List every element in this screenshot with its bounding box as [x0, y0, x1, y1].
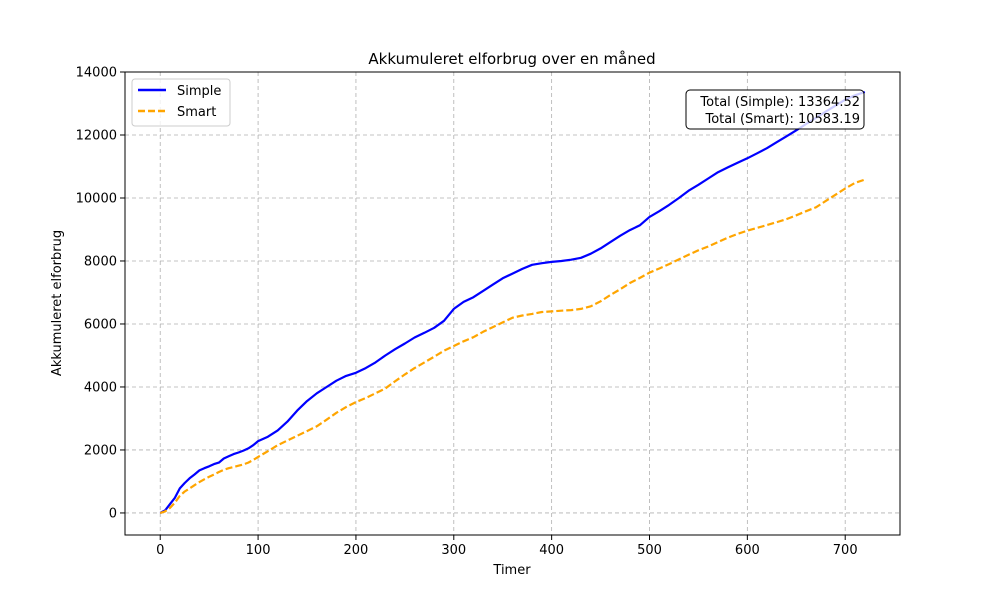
y-tick-label: 0	[109, 506, 117, 521]
chart-title: Akkumuleret elforbrug over en måned	[368, 50, 655, 68]
legend-label-smart: Smart	[177, 105, 216, 120]
y-tick-label: 12000	[76, 128, 117, 143]
x-tick-label: 600	[735, 543, 760, 558]
x-tick-label: 100	[246, 543, 271, 558]
total-simple-text: Total (Simple): 13364.52	[699, 95, 860, 110]
x-tick-label: 500	[637, 543, 662, 558]
series-line-smart	[159, 178, 866, 515]
y-tick-label: 6000	[84, 317, 117, 332]
grid-lines	[125, 71, 900, 535]
legend: Simple Smart	[131, 78, 231, 127]
x-axis-label: Timer	[492, 563, 531, 578]
x-tick-label: 400	[539, 543, 564, 558]
total-smart-text: Total (Smart): 10583.19	[704, 112, 860, 127]
y-tick-label: 2000	[84, 443, 117, 458]
series-line-simple	[159, 90, 866, 514]
axis-ticks: 0 100 200 300 400 500 600 700 0 2000 4000 6000 8000 1…	[76, 66, 858, 559]
y-axis-label: Akkumuleret elforbrug	[50, 230, 65, 376]
totals-box	[685, 89, 865, 130]
series-group	[159, 90, 866, 515]
y-tick-label: 8000	[84, 254, 117, 269]
x-tick-label: 700	[833, 543, 858, 558]
y-tick-label: 10000	[76, 191, 117, 206]
y-tick-label: 4000	[84, 380, 117, 395]
x-tick-label: 300	[441, 543, 466, 558]
legend-label-simple: Simple	[177, 84, 221, 99]
x-tick-label: 200	[344, 543, 369, 558]
y-tick-label: 14000	[76, 66, 117, 81]
totals-annotation: Total (Simple): 13364.52 Total (Smart): …	[685, 89, 865, 130]
plot-frame	[124, 71, 901, 536]
x-tick-label: 0	[156, 543, 164, 558]
